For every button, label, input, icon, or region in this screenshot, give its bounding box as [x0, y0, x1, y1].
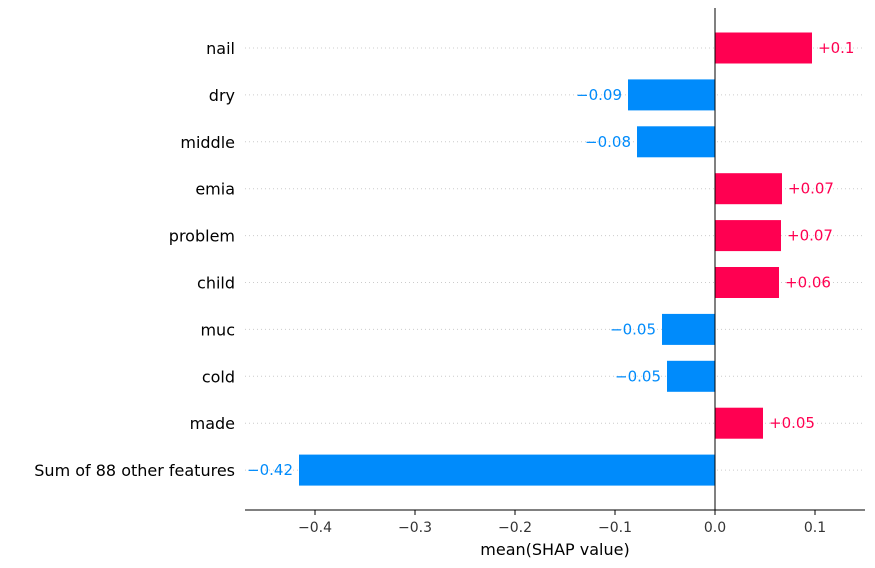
bar	[628, 79, 715, 111]
category-label: child	[197, 274, 235, 293]
row-guides	[245, 47, 865, 471]
bar	[715, 32, 812, 64]
bar-value-label: −0.42	[247, 461, 293, 479]
bar-value-label: −0.05	[615, 367, 661, 385]
bar-value-label: −0.09	[576, 86, 622, 104]
category-label: emia	[195, 180, 235, 199]
bar-value-label: +0.1	[818, 39, 854, 57]
category-label: nail	[206, 39, 235, 58]
x-ticks: −0.4 −0.3 −0.2 −0.1 0.0 0.1	[298, 510, 826, 536]
bar	[715, 267, 779, 298]
bar-value-label: +0.07	[788, 180, 834, 198]
category-labels: nail dry middle emia problem child muc cold made…	[34, 39, 235, 480]
category-label: Sum of 88 other features	[34, 461, 235, 480]
bar	[662, 313, 715, 345]
x-tick-label: −0.1	[598, 520, 632, 536]
category-label: dry	[209, 86, 235, 105]
bars	[299, 32, 812, 486]
bar-value-label: +0.06	[785, 274, 831, 292]
category-label: muc	[200, 320, 235, 339]
x-tick-label: −0.3	[398, 520, 432, 536]
x-tick-label: −0.2	[498, 520, 532, 536]
category-label: problem	[169, 227, 235, 246]
bar	[637, 126, 715, 158]
x-axis: −0.4 −0.3 −0.2 −0.1 0.0 0.1	[245, 509, 865, 536]
category-label: middle	[180, 133, 235, 152]
x-axis-label: mean(SHAP value)	[480, 540, 629, 559]
bar-value-label: +0.07	[787, 227, 833, 245]
bar	[715, 407, 763, 439]
bar	[299, 454, 715, 486]
x-tick-label: −0.4	[298, 520, 332, 536]
category-label: cold	[202, 367, 235, 386]
bar	[667, 360, 715, 392]
x-tick-label: 0.0	[704, 520, 726, 536]
bar	[715, 173, 782, 205]
value-labels: +0.1 −0.09 −0.08 +0.07 +0.07 +0.06 −0.05 −0.05 +…	[247, 39, 854, 479]
bar-value-label: −0.05	[610, 320, 656, 338]
bar-value-label: −0.08	[585, 133, 631, 151]
bar-value-label: +0.05	[769, 414, 815, 432]
bar	[715, 220, 781, 252]
category-label: made	[190, 414, 235, 433]
x-tick-label: 0.1	[804, 520, 826, 536]
